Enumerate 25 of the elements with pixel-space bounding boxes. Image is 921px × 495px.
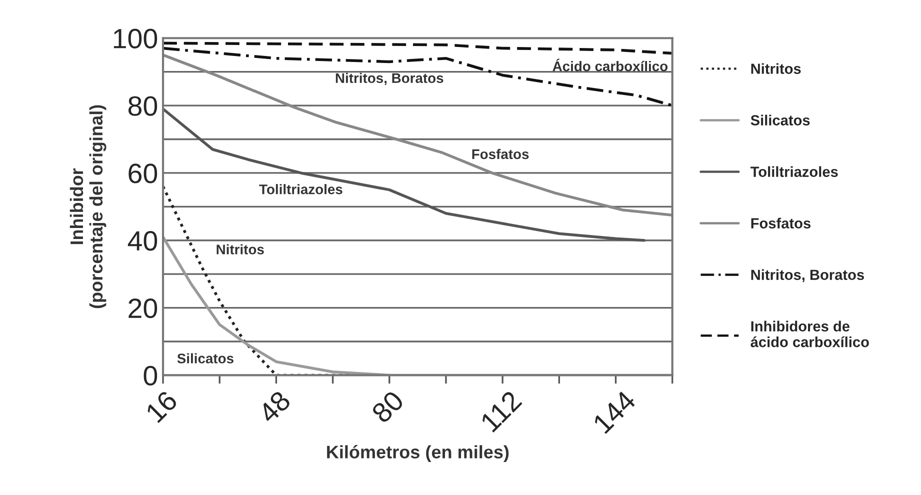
annotation: Ácido carboxílico [552, 58, 668, 72]
legend-label: Inhibidores de ácido carboxílico [750, 320, 869, 348]
y-tick-label: 20 [128, 298, 158, 318]
legend-label: Nitritos, Boratos [751, 269, 864, 282]
y-axis-title: Inhibidor (porcentaje del original) [70, 105, 106, 308]
legend-label: Fosfatos [751, 218, 810, 228]
x-tick-label: 16 [144, 390, 178, 424]
x-tick-label: 112 [480, 390, 522, 432]
annotation: Fosfatos [472, 148, 529, 160]
annotation: Toliltriazoles [259, 184, 342, 194]
legend-label: Nitritos [751, 63, 801, 74]
legend-label: Toliltriazoles [750, 166, 838, 177]
annotation: Silicatos [177, 353, 234, 364]
x-axis-title: Kilómetros (en miles) [327, 445, 509, 462]
y-tick-label: 40 [128, 231, 158, 251]
legend-label: Silicatos [750, 114, 810, 126]
x-tick-label: 80 [370, 390, 405, 424]
annotation: Nitritos, Boratos [336, 72, 444, 86]
y-tick-label: 100 [114, 28, 158, 48]
x-tick-label: 144 [592, 390, 637, 434]
y-tick-label: 60 [128, 164, 158, 184]
x-tick-label: 48 [257, 390, 292, 424]
y-tick-label: 0 [144, 366, 158, 386]
y-tick-label: 80 [128, 96, 158, 116]
annotation: Nitritos [216, 244, 264, 254]
